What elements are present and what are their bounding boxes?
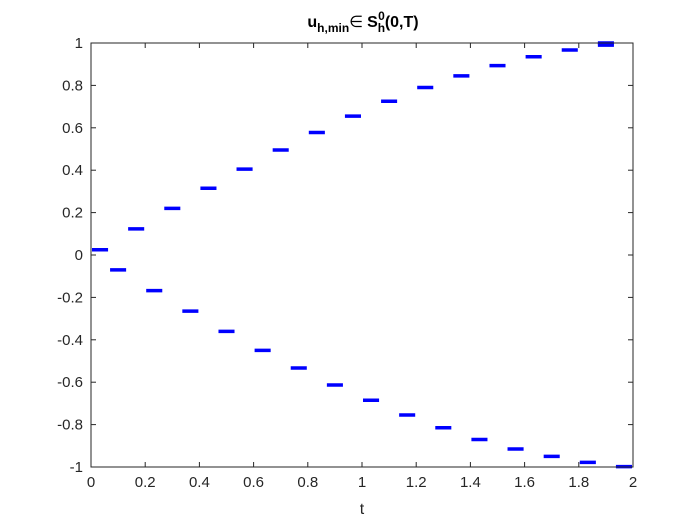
x-tick-label: 0.4 (189, 474, 210, 491)
ticks-layer (90, 42, 634, 468)
y-tick-label: 0 (75, 247, 83, 264)
title-u-subscript: h,min (317, 21, 349, 35)
chart-title: uh,min∈ Sh0(0,T) (307, 9, 418, 35)
x-tick-label: 2 (629, 474, 637, 491)
x-axis-label: t (360, 501, 365, 518)
x-tick-label: 1.2 (406, 474, 427, 491)
y-tick-label: 1 (75, 35, 83, 52)
title-s: S (367, 14, 378, 31)
axes-box (90, 42, 634, 468)
y-tick-label: 0.8 (62, 77, 83, 94)
tick-labels-layer: 0 0.2 0.4 0.6 0.8 1 1.2 1.4 1.6 1.8 2 1 0.8 0.6 0.4 0.2… (57, 35, 637, 491)
y-tick-label: 0.6 (62, 120, 83, 137)
x-tick-label: 0.2 (135, 474, 156, 491)
title-u: u (307, 14, 317, 31)
y-tick-label: 0.4 (62, 162, 83, 179)
y-tick-label: -0.2 (57, 289, 83, 306)
y-tick-label: -0.8 (57, 417, 83, 434)
y-tick-label: -0.6 (57, 374, 83, 391)
y-tick-label: 0.2 (62, 205, 83, 222)
title-in-symbol: ∈ (349, 14, 363, 31)
y-tick-label: -1 (70, 459, 83, 476)
title-args: (0,T) (385, 14, 419, 31)
x-tick-label: 0.6 (243, 474, 264, 491)
y-tick-label: -0.4 (57, 332, 83, 349)
x-tick-label: 0 (87, 474, 95, 491)
x-tick-label: 1 (358, 474, 366, 491)
x-tick-label: 1.6 (514, 474, 535, 491)
title-s-subscript: h (378, 21, 385, 35)
x-tick-label: 1.8 (568, 474, 589, 491)
x-tick-label: 0.8 (297, 474, 318, 491)
x-tick-label: 1.4 (460, 474, 481, 491)
title-s-superscript: 0 (378, 9, 385, 23)
